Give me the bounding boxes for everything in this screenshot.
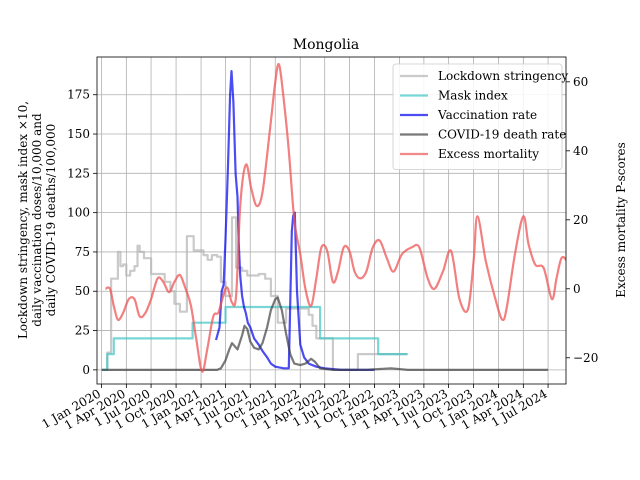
y-axis-left: 0 25 50 75 100 125 150 175: [67, 88, 97, 377]
legend-label-vaccination-rate: Vaccination rate: [437, 108, 537, 122]
y-tick-label-left: 25: [75, 324, 90, 338]
y-axis-left-label-line: Lockdown stringency, mask index ×10,: [16, 101, 30, 339]
y-axis-right: −20 0 20 40 60: [566, 75, 598, 365]
series-line-mask-index: [101, 305, 408, 371]
legend-label-lockdown-stringency: Lockdown stringency: [438, 69, 568, 83]
legend-label-mask-index: Mask index: [438, 89, 508, 103]
y-tick-label-left: 0: [82, 363, 90, 377]
y-tick-label-left: 50: [75, 284, 90, 298]
y-axis-left-label: Lockdown stringency, mask index ×10,dail…: [16, 101, 58, 339]
legend-label-covid-19-death-rate: COVID-19 death rate: [438, 128, 566, 142]
legend: Lockdown stringency Mask index Vaccination…: [392, 63, 568, 170]
y-axis-right-label: Excess mortality P-scores: [614, 142, 628, 297]
plot-frame: [96, 56, 567, 385]
y-tick-label-left: 175: [67, 88, 90, 102]
chart-title: Mongolia: [293, 37, 359, 53]
y-tick-label-left: 100: [67, 206, 90, 220]
series-layer: [101, 62, 566, 373]
y-tick-label-right: 20: [573, 213, 588, 227]
legend-label-excess-mortality: Excess mortality: [438, 147, 539, 161]
y-axis-left-label: Lockdown stringency, mask index ×10,dail…: [16, 101, 58, 339]
legend-box: [392, 63, 563, 170]
y-tick-label-left: 125: [67, 166, 90, 180]
series-line-lockdown-stringency: [101, 216, 408, 371]
y-tick-label-left: 150: [67, 127, 90, 141]
y-tick-label-right: −20: [573, 351, 598, 365]
series-line-excess-mortality: [105, 62, 566, 373]
y-tick-label-right: 40: [573, 144, 588, 158]
y-axis-left-label-line: daily COVID-19 deaths/100,000: [44, 124, 58, 317]
series-line-covid-19-death-rate: [101, 296, 549, 371]
y-tick-label-right: 0: [573, 282, 581, 296]
y-tick-label-right: 60: [573, 75, 588, 89]
y-tick-label-left: 75: [75, 245, 90, 259]
series-line-vaccination-rate: [214, 70, 375, 371]
y-axis-left-label-line: daily vaccination doses/10,000 and: [30, 113, 44, 327]
